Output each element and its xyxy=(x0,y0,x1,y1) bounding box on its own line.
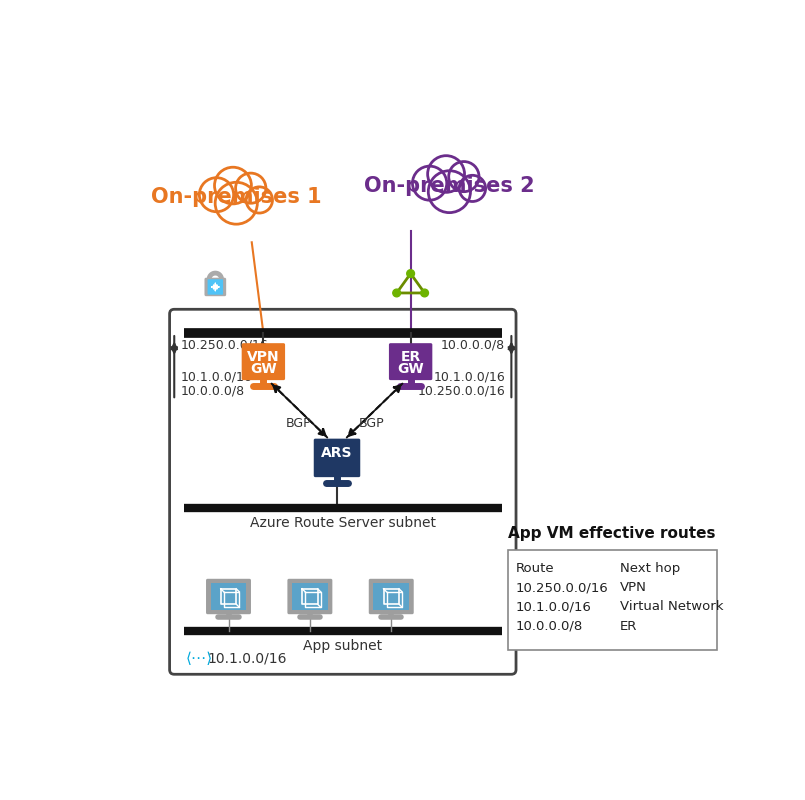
Text: 10.250.0.0/16: 10.250.0.0/16 xyxy=(418,385,506,398)
FancyBboxPatch shape xyxy=(374,583,409,610)
Text: 10.1.0.0/16: 10.1.0.0/16 xyxy=(180,370,252,383)
FancyBboxPatch shape xyxy=(314,438,361,477)
FancyBboxPatch shape xyxy=(211,583,246,610)
Circle shape xyxy=(407,270,415,278)
Text: Next hop: Next hop xyxy=(620,562,680,575)
FancyBboxPatch shape xyxy=(242,343,285,380)
Text: 10.250.0.0/16: 10.250.0.0/16 xyxy=(180,338,268,351)
FancyBboxPatch shape xyxy=(204,278,226,296)
FancyBboxPatch shape xyxy=(369,578,414,614)
Text: Route: Route xyxy=(515,562,554,575)
Text: 10.250.0.0/16: 10.250.0.0/16 xyxy=(515,581,608,594)
Text: ER: ER xyxy=(401,350,421,364)
Text: App VM effective routes: App VM effective routes xyxy=(507,526,715,541)
Text: GW: GW xyxy=(398,362,424,375)
Text: VPN: VPN xyxy=(247,350,279,364)
Text: ER: ER xyxy=(620,619,638,633)
Text: Azure Route Server subnet: Azure Route Server subnet xyxy=(250,516,436,530)
Text: 10.1.0.0/16: 10.1.0.0/16 xyxy=(433,370,506,383)
Circle shape xyxy=(448,162,479,192)
Text: BGP: BGP xyxy=(286,417,311,430)
FancyBboxPatch shape xyxy=(507,550,716,650)
Text: App subnet: App subnet xyxy=(303,639,382,653)
Circle shape xyxy=(393,289,401,297)
Circle shape xyxy=(215,182,258,224)
Text: VPN: VPN xyxy=(620,581,646,594)
Text: Virtual Network: Virtual Network xyxy=(620,600,724,614)
FancyBboxPatch shape xyxy=(208,279,223,294)
Circle shape xyxy=(236,173,266,203)
Circle shape xyxy=(412,166,447,200)
Text: 10.0.0.0/8: 10.0.0.0/8 xyxy=(441,338,506,351)
Text: 10.0.0.0/8: 10.0.0.0/8 xyxy=(180,385,245,398)
FancyBboxPatch shape xyxy=(292,583,328,610)
Circle shape xyxy=(421,289,428,297)
Text: 10.0.0.0/8: 10.0.0.0/8 xyxy=(515,619,583,633)
Circle shape xyxy=(246,187,272,213)
Text: GW: GW xyxy=(250,362,277,375)
Circle shape xyxy=(214,167,251,204)
Circle shape xyxy=(428,170,470,213)
Text: On-premises 1: On-premises 1 xyxy=(151,187,321,207)
Text: ARS: ARS xyxy=(321,446,353,460)
FancyBboxPatch shape xyxy=(206,578,251,614)
Text: ⟨⋯⟩: ⟨⋯⟩ xyxy=(186,650,213,666)
Circle shape xyxy=(460,175,485,202)
Text: 10.1.0.0/16: 10.1.0.0/16 xyxy=(515,600,591,614)
FancyBboxPatch shape xyxy=(170,310,516,674)
FancyBboxPatch shape xyxy=(287,578,332,614)
Text: On-premises 2: On-premises 2 xyxy=(364,176,535,196)
Text: BGP: BGP xyxy=(359,417,385,430)
FancyBboxPatch shape xyxy=(389,343,432,380)
Circle shape xyxy=(427,156,464,192)
Circle shape xyxy=(200,178,233,212)
Text: 10.1.0.0/16: 10.1.0.0/16 xyxy=(208,651,287,665)
